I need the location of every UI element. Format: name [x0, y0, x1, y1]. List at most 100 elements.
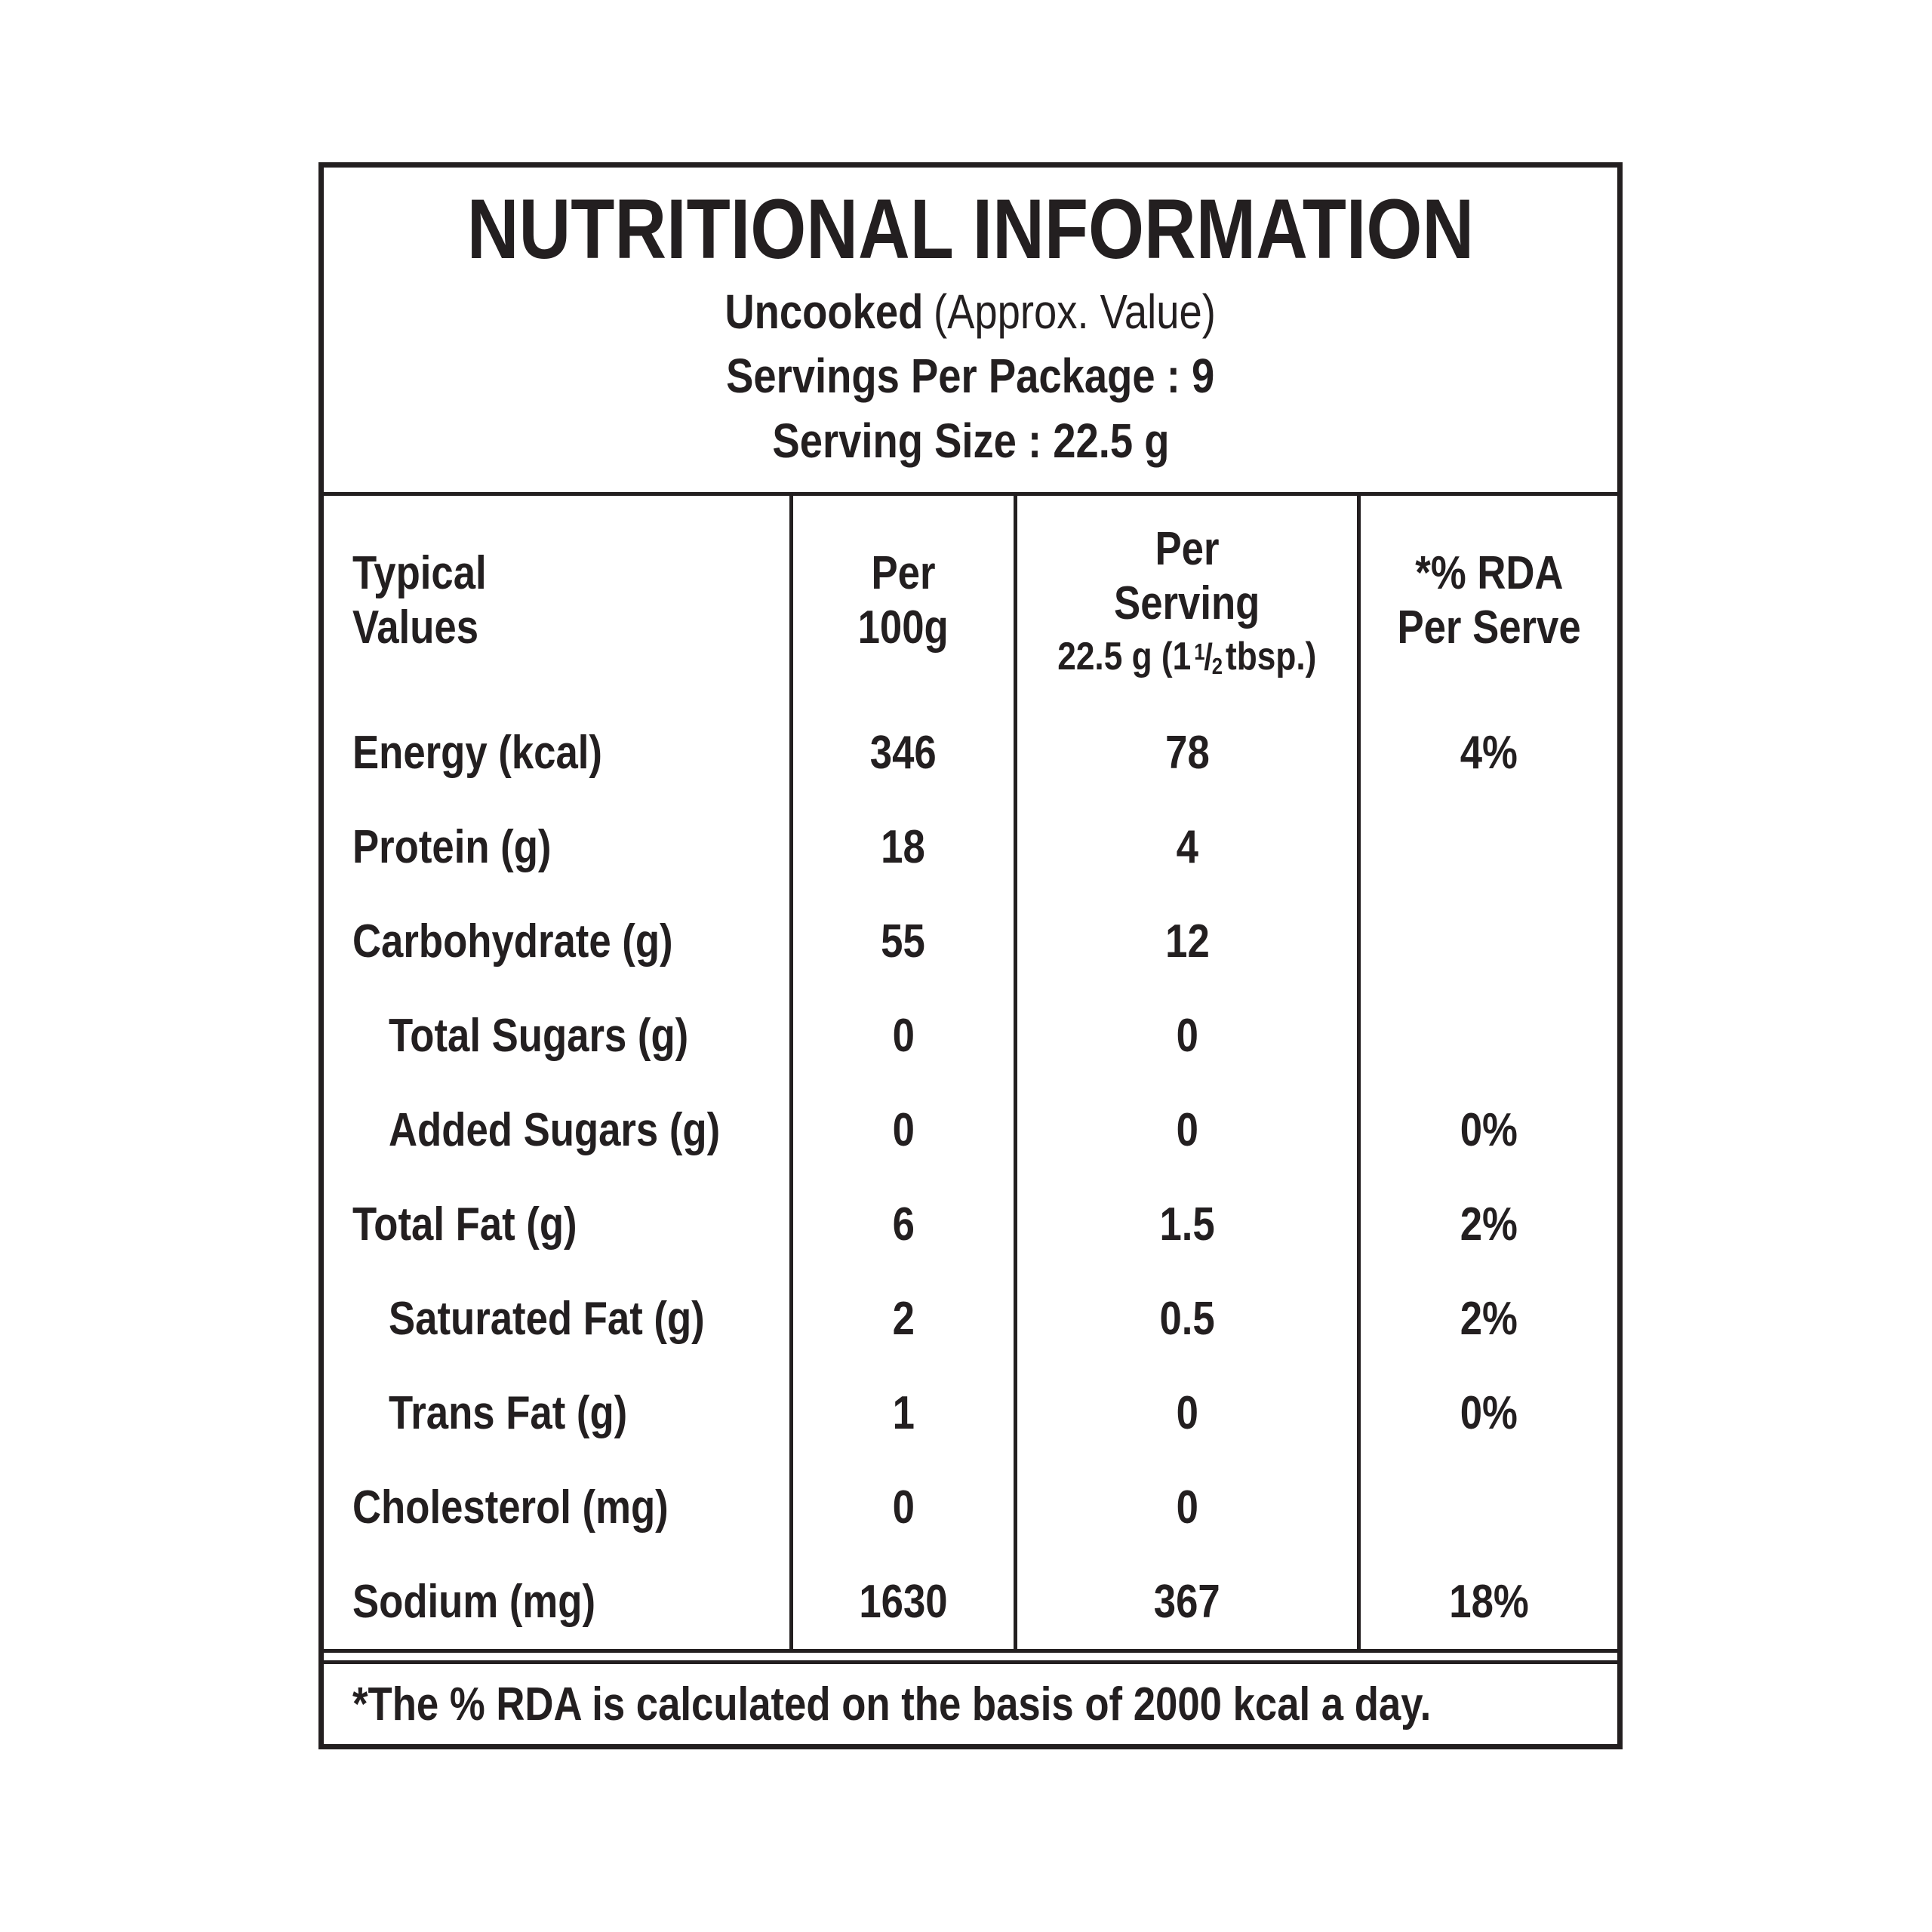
- state-note: (Approx. Value): [934, 284, 1217, 339]
- rda-value: 4%: [1357, 706, 1617, 800]
- nutrition-grid: Typical Values Per 100g Per Serving 22.5…: [324, 496, 1617, 1653]
- nutrient-row-label-text: Energy (kcal): [352, 727, 602, 779]
- per-100g-value: 1630: [789, 1555, 1014, 1649]
- rda-value: 2%: [1357, 1272, 1617, 1366]
- per-serving-value: 0: [1013, 989, 1358, 1083]
- rda-value-text: 4%: [1460, 727, 1518, 779]
- serving-size-prefix: 22.5 g (1: [1057, 634, 1192, 678]
- rda-value: [1357, 989, 1617, 1083]
- rda-value: [1357, 1460, 1617, 1555]
- nutrient-row-label: Energy (kcal): [324, 706, 789, 800]
- per-serving-line3: 22.5 g (1 1/2tbsp.): [1057, 634, 1316, 679]
- rda-value: [1357, 800, 1617, 894]
- per-100g-value-text: 0: [892, 1481, 915, 1534]
- rda-value-text: 2%: [1460, 1293, 1518, 1345]
- per-100g-value-text: 2: [892, 1293, 915, 1345]
- per-serving-value: 0.5: [1013, 1272, 1358, 1366]
- per-100g-value: 0: [789, 1460, 1014, 1555]
- per-100g-value-text: 346: [869, 727, 937, 779]
- per-serving-value: 78: [1013, 706, 1358, 800]
- rda-footnote-text: *The % RDA is calculated on the basis of…: [352, 1678, 1432, 1730]
- per-serving-value-text: 4: [1176, 821, 1198, 873]
- per-serving-value-text: 1.5: [1159, 1198, 1215, 1251]
- nutrient-row-label-text: Trans Fat (g): [389, 1387, 628, 1439]
- nutrient-row-label-text: Cholesterol (mg): [352, 1481, 669, 1534]
- per-100g-value-text: 18: [881, 821, 926, 873]
- per-serving-value-text: 0.5: [1159, 1293, 1215, 1345]
- nutrient-row-label: Total Fat (g): [324, 1177, 789, 1272]
- per-serving-value-text: 367: [1154, 1576, 1220, 1628]
- fraction-numerator: 1: [1194, 640, 1205, 666]
- per-100g-value: 6: [789, 1177, 1014, 1272]
- nutrient-row-label: Cholesterol (mg): [324, 1460, 789, 1555]
- typical-line1: Typical: [352, 547, 487, 600]
- nutrient-row-label-text: Sodium (mg): [352, 1576, 596, 1628]
- per-100g-value-text: 1: [892, 1387, 915, 1439]
- column-header-per-100g: Per 100g: [789, 496, 1014, 706]
- servings-per-package-text: Servings Per Package : 9: [726, 349, 1215, 404]
- per-serving-value: 367: [1013, 1555, 1358, 1649]
- nutrition-label-panel: NUTRITIONAL INFORMATION Uncooked (Approx.…: [318, 162, 1623, 1749]
- per-100g-value: 2: [789, 1272, 1014, 1366]
- rda-line1: *% RDA: [1415, 547, 1564, 600]
- per-serving-value-text: 0: [1176, 1387, 1198, 1439]
- nutrient-row-label-text: Carbohydrate (g): [352, 915, 673, 968]
- column-header-typical-values: Typical Values: [324, 496, 789, 706]
- rda-value-text: 0%: [1460, 1104, 1518, 1156]
- page-title-text: NUTRITIONAL INFORMATION: [466, 182, 1475, 277]
- per-100g-value: 55: [789, 894, 1014, 989]
- serving-size-suffix: tbsp.): [1226, 634, 1317, 678]
- nutrient-row-label: Carbohydrate (g): [324, 894, 789, 989]
- rda-line2: Per Serve: [1397, 601, 1581, 654]
- nutrient-row-label: Total Sugars (g): [324, 989, 789, 1083]
- per-100g-value: 18: [789, 800, 1014, 894]
- per100-line1: Per: [871, 547, 936, 600]
- nutrient-row-label: Protein (g): [324, 800, 789, 894]
- rda-value: 0%: [1357, 1366, 1617, 1460]
- per-serving-value: 1.5: [1013, 1177, 1358, 1272]
- nutrient-row-label-text: Total Fat (g): [352, 1198, 577, 1251]
- title-block: NUTRITIONAL INFORMATION Uncooked (Approx.…: [324, 168, 1617, 496]
- nutrient-row-label: Sodium (mg): [324, 1555, 789, 1649]
- per-serving-line1: Per: [1155, 522, 1220, 575]
- per-serving-value-text: 0: [1176, 1010, 1198, 1062]
- per-serving-value: 0: [1013, 1366, 1358, 1460]
- rda-value-text: 0%: [1460, 1387, 1518, 1439]
- rda-value: 2%: [1357, 1177, 1617, 1272]
- rda-footnote: *The % RDA is calculated on the basis of…: [324, 1660, 1617, 1744]
- state-bold: Uncooked: [724, 284, 924, 339]
- column-header-per-serving: Per Serving 22.5 g (1 1/2tbsp.): [1013, 496, 1358, 706]
- per-serving-value-text: 0: [1176, 1481, 1198, 1534]
- per-serving-value-text: 12: [1164, 915, 1210, 968]
- servings-per-package-line: Servings Per Package : 9: [683, 344, 1257, 409]
- per-serving-value: 0: [1013, 1460, 1358, 1555]
- column-header-rda-per-serve: *% RDA Per Serve: [1357, 496, 1617, 706]
- rda-value-text: 2%: [1460, 1198, 1518, 1251]
- nutrient-row-label-text: Saturated Fat (g): [389, 1293, 705, 1345]
- subtitle-state-line: Uncooked (Approx. Value): [681, 280, 1259, 345]
- rda-value: [1357, 894, 1617, 989]
- per-serving-value: 0: [1013, 1083, 1358, 1177]
- nutrient-row-label-text: Protein (g): [352, 821, 552, 873]
- per-serving-value: 4: [1013, 800, 1358, 894]
- per-100g-value: 1: [789, 1366, 1014, 1460]
- per-100g-value: 0: [789, 1083, 1014, 1177]
- double-rule-gap: [324, 1653, 1617, 1660]
- per100-line2: 100g: [857, 601, 949, 654]
- per-serving-value-text: 0: [1176, 1104, 1198, 1156]
- nutrient-row-label: Added Sugars (g): [324, 1083, 789, 1177]
- nutrient-row-label: Saturated Fat (g): [324, 1272, 789, 1366]
- per-serving-value-text: 78: [1164, 727, 1210, 779]
- per-100g-value-text: 55: [881, 915, 926, 968]
- serving-size-text: Serving Size : 22.5 g: [771, 414, 1170, 469]
- rda-value-text: 18%: [1449, 1576, 1529, 1628]
- per-100g-value: 0: [789, 989, 1014, 1083]
- per-serving-line2: Serving: [1114, 577, 1260, 629]
- nutrient-row-label-text: Total Sugars (g): [389, 1010, 689, 1062]
- per-100g-value-text: 6: [892, 1198, 915, 1251]
- per-serving-value: 12: [1013, 894, 1358, 989]
- rda-value: 0%: [1357, 1083, 1617, 1177]
- subtitle-state-text: Uncooked (Approx. Value): [725, 280, 1216, 345]
- serving-size-line: Serving Size : 22.5 g: [737, 409, 1204, 474]
- per-100g-value-text: 1630: [859, 1576, 948, 1628]
